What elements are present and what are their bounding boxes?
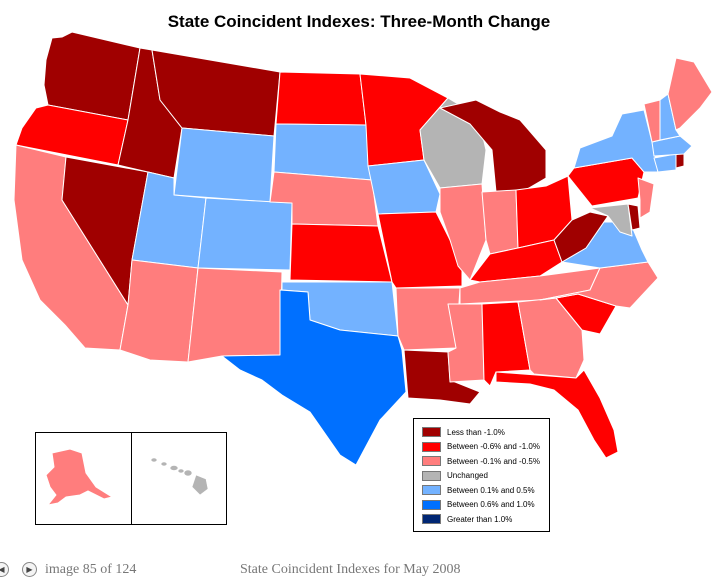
legend-item: Greater than 1.0%: [422, 512, 549, 527]
state-nc: [539, 261, 659, 309]
state-fl: [495, 369, 619, 459]
legend-item: Between 0.1% and 0.5%: [422, 483, 549, 498]
legend-swatch: [422, 514, 441, 525]
legend-item: Unchanged: [422, 469, 549, 484]
state-nd: [275, 71, 367, 126]
state-ct: [653, 153, 677, 173]
legend-label: Between 0.1% and 0.5%: [447, 485, 535, 495]
state-ks: [289, 223, 393, 283]
legend-label: Between -0.1% and -0.5%: [447, 456, 540, 466]
state-tx: [221, 289, 407, 466]
image-counter: image 85 of 124: [45, 562, 137, 577]
next-image-button[interactable]: ▶: [22, 562, 37, 577]
legend-swatch: [422, 441, 441, 452]
state-az: [119, 259, 199, 363]
legend-label: Less than -1.0%: [447, 427, 505, 437]
state-de: [627, 203, 641, 231]
state-mo: [377, 211, 463, 289]
legend-swatch: [422, 470, 441, 481]
state-ri: [675, 153, 685, 169]
state-in: [481, 189, 519, 255]
state-mi: [439, 99, 547, 193]
state-sd: [273, 123, 373, 181]
state-hi: [150, 457, 209, 496]
map-title: State Coincident Indexes: Three-Month Ch…: [167, 12, 551, 31]
prev-image-button[interactable]: ◀: [0, 562, 9, 577]
state-md: [589, 203, 633, 237]
legend-swatch: [422, 456, 441, 467]
state-me: [667, 57, 713, 131]
legend-label: Between 0.6% and 1.0%: [447, 500, 535, 510]
legend-label: Between -0.6% and -1.0%: [447, 442, 540, 452]
state-nj: [637, 177, 655, 219]
legend-swatch: [422, 499, 441, 510]
state-nh: [659, 93, 681, 141]
legend-item: Between -0.1% and -0.5%: [422, 454, 549, 469]
legend: Less than -1.0% Between -0.6% and -1.0% …: [413, 418, 550, 532]
state-co: [197, 197, 293, 271]
legend-item: Between -0.6% and -1.0%: [422, 440, 549, 455]
state-wy: [173, 127, 275, 203]
legend-label: Unchanged: [447, 471, 488, 481]
legend-swatch: [422, 485, 441, 496]
state-ak: [45, 448, 113, 506]
state-nm: [187, 267, 283, 363]
legend-swatch: [422, 427, 441, 438]
legend-item: Less than -1.0%: [422, 425, 549, 440]
alaska-inset: [35, 432, 132, 525]
legend-label: Greater than 1.0%: [447, 514, 513, 524]
footer: ◀ ▶ image 85 of 124 State Coincident Ind…: [0, 560, 718, 584]
legend-item: Between 0.6% and 1.0%: [422, 498, 549, 513]
state-ia: [367, 159, 441, 215]
hawaii-inset: [131, 432, 227, 525]
state-ar: [395, 287, 461, 351]
image-caption: State Coincident Indexes for May 2008: [240, 562, 461, 577]
